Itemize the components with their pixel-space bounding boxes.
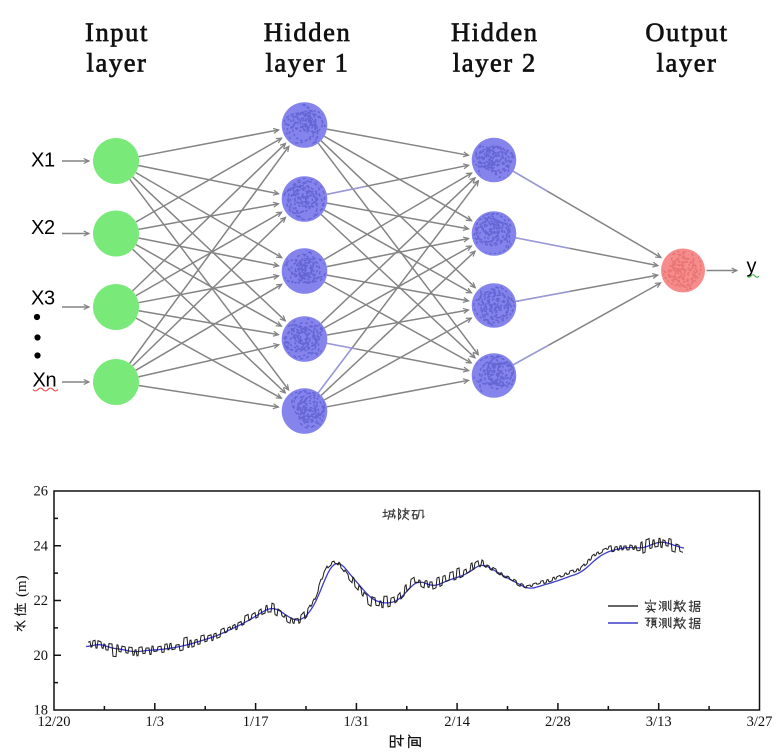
svg-text:12/20: 12/20 xyxy=(37,714,70,730)
svg-text:Xn: Xn xyxy=(33,370,57,392)
svg-text:X3: X3 xyxy=(31,288,55,310)
svg-text:layer 2: layer 2 xyxy=(453,48,537,78)
svg-text:26: 26 xyxy=(34,484,49,500)
svg-text:y: y xyxy=(747,256,757,278)
svg-text:X2: X2 xyxy=(31,217,55,239)
svg-text:18: 18 xyxy=(34,703,49,719)
svg-text:20: 20 xyxy=(34,648,49,664)
svg-text:layer: layer xyxy=(87,48,148,78)
svg-text:22: 22 xyxy=(34,593,49,609)
svg-text:Output: Output xyxy=(645,17,728,47)
svg-text:1/17: 1/17 xyxy=(243,714,269,730)
svg-text:1/31: 1/31 xyxy=(344,714,370,730)
svg-text:Input: Input xyxy=(85,17,149,47)
svg-text:layer: layer xyxy=(657,48,718,78)
svg-text:Hidden: Hidden xyxy=(451,17,539,47)
svg-text:2/14: 2/14 xyxy=(444,714,471,730)
svg-text:3/27: 3/27 xyxy=(747,714,773,730)
svg-text:1/3: 1/3 xyxy=(146,714,165,730)
svg-text:2/28: 2/28 xyxy=(545,714,571,730)
svg-text:Hidden: Hidden xyxy=(264,17,352,47)
svg-text:24: 24 xyxy=(34,538,49,554)
svg-text:layer 1: layer 1 xyxy=(265,48,349,78)
svg-text:X1: X1 xyxy=(31,150,55,172)
svg-text:(m): (m) xyxy=(14,575,30,597)
svg-text:3/13: 3/13 xyxy=(646,714,672,730)
